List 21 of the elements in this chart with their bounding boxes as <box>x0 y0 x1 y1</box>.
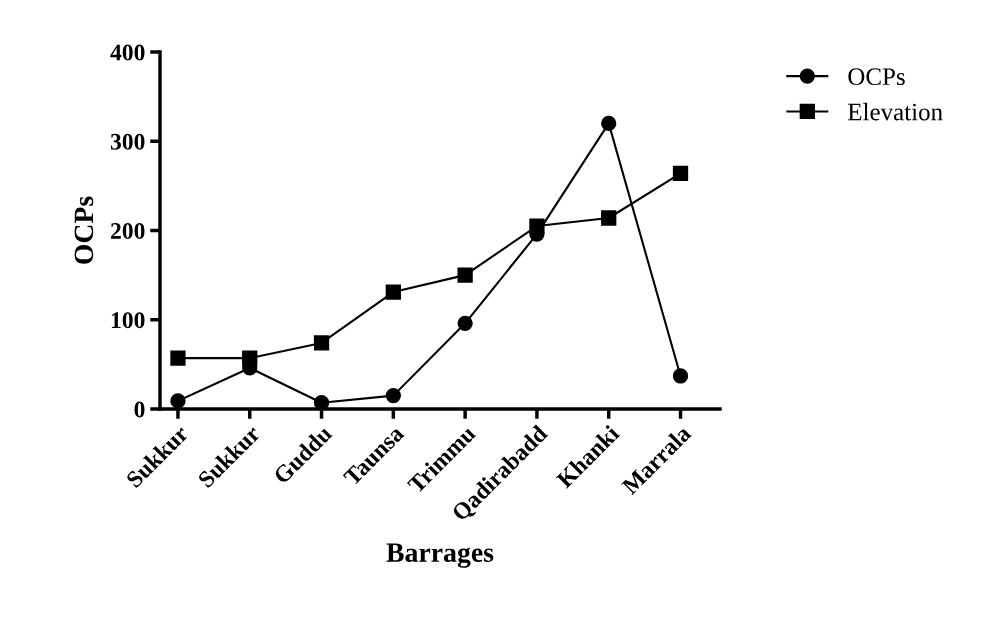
y-axis-title: OCPs <box>74 196 94 264</box>
y-tick-label: 400 <box>110 44 145 61</box>
y-tick-label: 0 <box>134 401 145 418</box>
point <box>313 395 330 411</box>
y-tick-label: 300 <box>110 133 145 150</box>
point <box>672 368 689 384</box>
x-axis-title: Barrages <box>386 543 494 568</box>
point <box>170 350 186 366</box>
point <box>385 387 401 404</box>
y-tick-label: 100 <box>111 312 145 329</box>
legend-label: Elevation <box>848 102 943 121</box>
point <box>170 393 186 409</box>
point <box>601 115 617 132</box>
legend-label: OCPs <box>848 68 905 86</box>
point <box>385 284 401 300</box>
point <box>457 267 473 283</box>
point <box>601 210 617 226</box>
point <box>457 315 473 331</box>
y-tick-label: 200 <box>110 222 145 239</box>
point <box>672 165 689 182</box>
point <box>313 335 330 351</box>
